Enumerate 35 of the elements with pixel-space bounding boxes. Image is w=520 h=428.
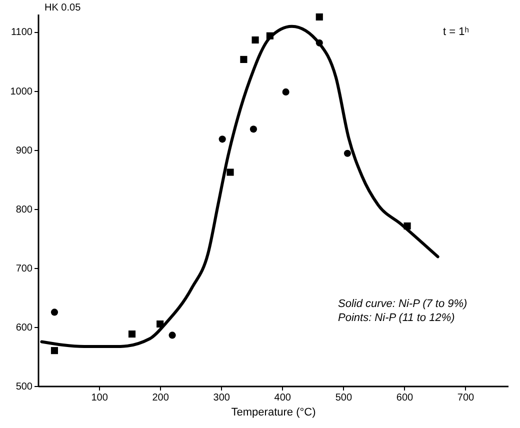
y-tick-label: 900 [16, 145, 33, 156]
y-tick-label: 700 [16, 263, 33, 274]
x-tick-label: 500 [335, 392, 352, 404]
point [240, 56, 248, 63]
point [266, 32, 274, 40]
x-tick-label: 600 [396, 392, 414, 404]
y-tick-label: 600 [16, 322, 33, 334]
point [316, 13, 323, 20]
x-tick-label: 700 [457, 392, 475, 404]
annotation: t = 1ʰ [443, 26, 469, 38]
point [344, 150, 352, 157]
x-tick-label: 200 [152, 392, 170, 404]
y-tick-label: 500 [16, 382, 33, 392]
point [250, 126, 258, 133]
annotation: Points: Ni-P (11 to 12%) [338, 312, 456, 324]
point [316, 39, 323, 46]
point [282, 88, 290, 96]
point [156, 320, 164, 328]
y-axis-title: HK 0.05 [44, 2, 82, 14]
x-axis-title: Temperature (°C) [231, 406, 316, 418]
point [168, 332, 176, 339]
y-tick-label: 1100 [10, 27, 33, 38]
point [128, 330, 136, 338]
point [404, 222, 411, 230]
x-tick-label: 400 [274, 392, 292, 404]
annotation: Solid curve: Ni-P (7 to 9%) [338, 298, 468, 310]
x-tick-label: 300 [213, 392, 230, 404]
point [50, 347, 58, 354]
point [50, 308, 58, 316]
point [226, 168, 234, 176]
y-tick-label: 800 [16, 204, 33, 216]
x-tick-label: 100 [91, 392, 108, 404]
point [218, 136, 226, 143]
point [252, 36, 259, 44]
y-tick-label: 1000 [10, 86, 33, 98]
